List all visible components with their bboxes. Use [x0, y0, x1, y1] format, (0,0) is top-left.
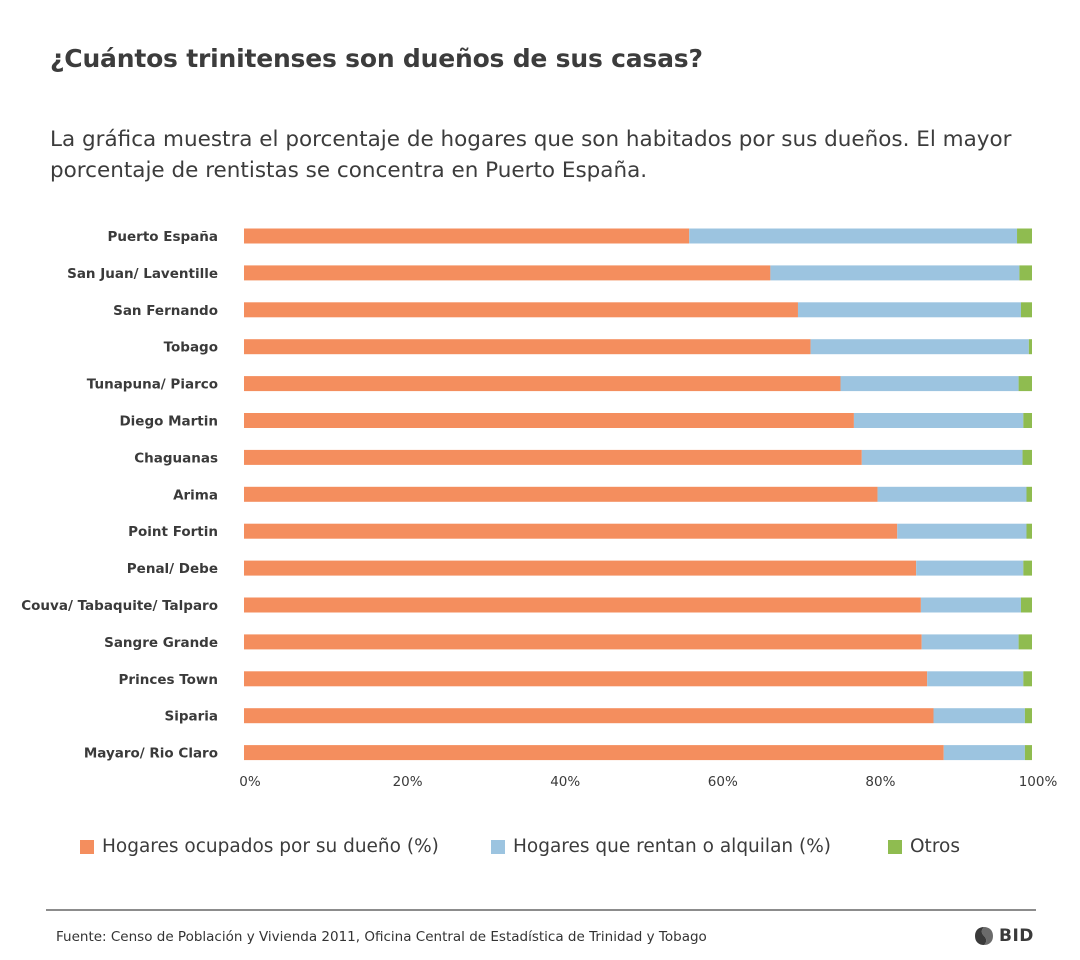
- bar-rented-sangre-grande: [921, 634, 1019, 650]
- bar-other-princes-town: [1023, 671, 1032, 687]
- bid-logo: BID: [972, 924, 1034, 948]
- bar-rented-san-juan-laventille: [770, 265, 1020, 281]
- category-label-san-fernando: San Fernando: [113, 303, 218, 319]
- legend-swatch-rented: [491, 839, 505, 854]
- bar-rented-penal-debe: [916, 560, 1024, 576]
- bar-other-san-fernando: [1020, 302, 1032, 318]
- bar-rented-tobago: [810, 339, 1029, 355]
- bar-rented-princes-town: [927, 671, 1024, 687]
- category-label-penal-debe: Penal/ Debe: [127, 561, 218, 577]
- category-label-siparia: Siparia: [164, 709, 218, 725]
- bar-rented-diego-martin: [853, 413, 1024, 428]
- bar-owned-princes-town: [244, 671, 928, 687]
- category-label-tunapuna-piarco: Tunapuna/ Piarco: [87, 377, 218, 393]
- stacked-bar-chart: Puerto España San Juan/ Laventille San Fer…: [21, 228, 1058, 790]
- category-label-san-juan-laventille: San Juan/ Laventille: [67, 266, 218, 282]
- category-label-princes-town: Princes Town: [119, 672, 218, 688]
- bar-owned-mayaro-rio-claro: [244, 745, 944, 761]
- category-label-point-fortin: Point Fortin: [128, 524, 218, 540]
- bar-rented-puerto-espana: [689, 228, 1018, 244]
- bar-other-tunapuna-piarco: [1018, 376, 1032, 392]
- bar-other-penal-debe: [1023, 560, 1032, 576]
- bid-logo-text: BID: [999, 926, 1034, 946]
- bar-owned-couva-tabaquite-talparo: [244, 597, 921, 613]
- legend-label-other: Otros: [910, 836, 960, 857]
- bar-rented-couva-tabaquite-talparo: [920, 597, 1021, 613]
- bar-owned-san-juan-laventille: [244, 265, 771, 281]
- legend-swatch-other: [888, 839, 902, 854]
- bar-other-chaguanas: [1022, 449, 1032, 465]
- bar-owned-arima: [244, 486, 878, 502]
- bar-owned-chaguanas: [244, 449, 862, 465]
- x-tick-label: 80%: [865, 774, 895, 790]
- legend-item-owned: Hogares ocupados por su dueño (%): [80, 836, 439, 857]
- footer-divider: [46, 909, 1036, 911]
- bar-rented-san-fernando: [797, 302, 1021, 318]
- chart-title: ¿Cuántos trinitenses son dueños de sus c…: [50, 44, 703, 73]
- bar-owned-tunapuna-piarco: [244, 376, 841, 392]
- source-note: Fuente: Censo de Población y Vivienda 20…: [56, 929, 707, 945]
- legend-item-other: Otros: [888, 836, 960, 857]
- bar-other-couva-tabaquite-talparo: [1020, 597, 1032, 613]
- bar-rented-siparia: [933, 708, 1025, 724]
- bar-other-diego-martin: [1023, 413, 1032, 428]
- bid-logo-icon: [975, 927, 993, 945]
- bar-other-puerto-espana: [1017, 228, 1032, 244]
- bar-other-tobago: [1028, 339, 1032, 355]
- legend-item-rented: Hogares que rentan o alquilan (%): [491, 836, 831, 857]
- bar-rented-tunapuna-piarco: [840, 376, 1019, 392]
- bar-owned-san-fernando: [244, 302, 798, 318]
- legend-label-rented: Hogares que rentan o alquilan (%): [513, 836, 832, 857]
- bar-other-mayaro-rio-claro: [1024, 745, 1032, 761]
- x-tick-label: 60%: [708, 774, 738, 790]
- bar-owned-puerto-espana: [244, 228, 690, 244]
- bar-owned-point-fortin: [244, 523, 898, 539]
- x-tick-label: 40%: [550, 774, 580, 790]
- category-label-diego-martin: Diego Martin: [119, 414, 218, 430]
- bar-rented-arima: [877, 486, 1027, 502]
- bar-rented-mayaro-rio-claro: [943, 745, 1025, 761]
- bar-other-san-juan-laventille: [1019, 265, 1032, 281]
- legend: Hogares ocupados por su dueño (%) Hogare…: [0, 836, 1080, 866]
- bar-owned-siparia: [244, 708, 934, 724]
- x-tick-label: 100%: [1019, 774, 1058, 790]
- category-label-puerto-espana: Puerto España: [108, 229, 219, 245]
- bar-rented-point-fortin: [897, 523, 1027, 539]
- bar-other-siparia: [1024, 708, 1032, 724]
- category-label-chaguanas: Chaguanas: [134, 450, 218, 466]
- x-tick-label: 0%: [239, 774, 261, 790]
- x-tick-label: 20%: [393, 774, 423, 790]
- bar-rented-chaguanas: [861, 449, 1023, 465]
- bar-owned-penal-debe: [244, 560, 917, 576]
- legend-label-owned: Hogares ocupados por su dueño (%): [102, 836, 439, 857]
- bar-owned-sangre-grande: [244, 634, 922, 650]
- bar-other-sangre-grande: [1018, 634, 1032, 650]
- bar-other-point-fortin: [1026, 523, 1032, 539]
- legend-swatch-owned: [80, 839, 94, 854]
- bar-other-arima: [1026, 486, 1032, 502]
- category-label-arima: Arima: [173, 487, 218, 503]
- category-label-couva-tabaquite-talparo: Couva/ Tabaquite/ Talparo: [21, 598, 218, 614]
- chart-subtitle: La gráfica muestra el porcentaje de hoga…: [50, 127, 1012, 183]
- bar-owned-tobago: [244, 339, 811, 355]
- bar-owned-diego-martin: [244, 413, 854, 428]
- category-label-tobago: Tobago: [164, 340, 218, 356]
- category-label-sangre-grande: Sangre Grande: [104, 635, 218, 651]
- category-label-mayaro-rio-claro: Mayaro/ Rio Claro: [84, 746, 218, 762]
